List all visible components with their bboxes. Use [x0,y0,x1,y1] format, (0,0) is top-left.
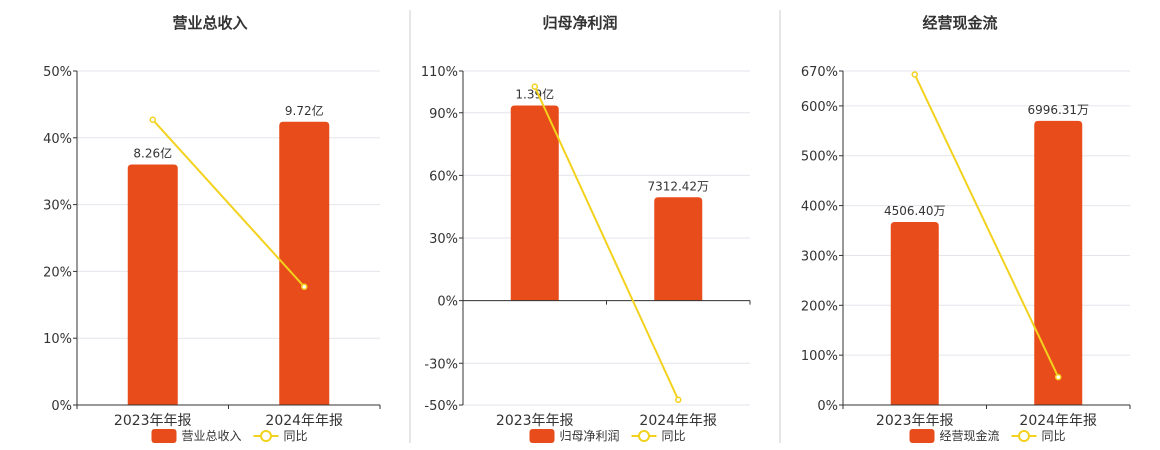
x-category-label: 2023年年报 [114,413,192,429]
y-tick-label: 0% [437,295,458,310]
x-category-label: 2024年年报 [639,413,717,429]
bar-data-label: 8.26亿 [133,146,172,161]
legend-bar-swatch [909,429,935,443]
chart-title: 营业总收入 [172,14,247,32]
legend-bar-swatch [151,429,177,443]
legend-bar-label: 经营现金流 [940,428,1000,443]
bar-data-label: 9.72亿 [285,103,324,118]
bar [127,164,178,405]
chart-panel-3: 经营现金流 0% 100% 200% 300% 400% 500% 600% 670% 4506.… [801,14,1131,443]
bar-data-label: 7312.42万 [647,179,709,193]
y-tick-label: 300% [801,249,838,264]
y-tick-label: 600% [801,100,838,115]
y-tick-label: 500% [801,150,838,165]
y-tick-label: 60% [429,169,458,184]
y-tick-label: -30% [424,357,458,372]
y-tick-label: 20% [43,265,72,280]
yoy-point [1055,373,1062,381]
legend-line-marker [1018,430,1030,442]
legend-bar-label: 归母净利润 [560,429,620,443]
y-tick-label: 400% [801,200,838,215]
y-tick-label: 50% [43,65,72,80]
y-tick-label: 0% [51,399,72,414]
bar [279,121,330,405]
bar-data-label: 1.39亿 [515,86,554,101]
yoy-point [675,396,682,404]
yoy-point [149,116,156,124]
yoy-line [152,119,305,288]
bar [890,222,939,405]
legend-line-label: 同比 [1042,429,1066,443]
legend-line-marker [260,430,272,442]
legend-line-marker [638,430,650,442]
x-category-label: 2024年年报 [1019,413,1097,429]
y-tick-label: 90% [429,107,458,122]
yoy-point [911,71,918,78]
yoy-point [301,283,308,291]
x-category-label: 2023年年报 [496,413,574,429]
y-tick-label: 30% [43,199,72,214]
y-tick-label: 10% [43,332,72,347]
y-tick-label: 200% [801,299,838,314]
legend-line-label: 同比 [284,429,308,443]
yoy-line [913,74,1060,378]
bar [1034,120,1083,406]
chart-title: 经营现金流 [922,14,997,32]
legend-line-label: 同比 [662,429,686,443]
y-tick-label: 100% [801,349,838,364]
yoy-point [531,83,538,90]
y-tick-label: -50% [424,399,458,414]
bar-data-label: 4506.40万 [884,204,946,218]
bar [510,105,559,301]
x-category-label: 2023年年报 [876,413,954,429]
chart-panel-1: 营业总收入 0% 10% 20% 30% 40% 50% 8.26亿 9.72亿 2023年年报 2… [43,14,381,443]
legend-bar-swatch [529,429,555,443]
chart-title: 归母净利润 [542,14,617,32]
bar [654,197,703,301]
y-tick-label: 0% [817,399,838,414]
yoy-line [533,86,680,401]
legend-bar-label: 营业总收入 [182,429,242,443]
y-tick-label: 670% [801,65,838,80]
x-category-label: 2024年年报 [265,413,343,429]
y-tick-label: 30% [429,232,458,247]
chart-panel-2: 归母净利润 -50% -30% 0% 30% 60% 90% 110% 1.39亿 7312.42… [421,14,751,443]
y-tick-label: 110% [421,65,458,80]
y-tick-label: 40% [43,132,72,147]
bar-data-label: 6996.31万 [1027,103,1089,117]
